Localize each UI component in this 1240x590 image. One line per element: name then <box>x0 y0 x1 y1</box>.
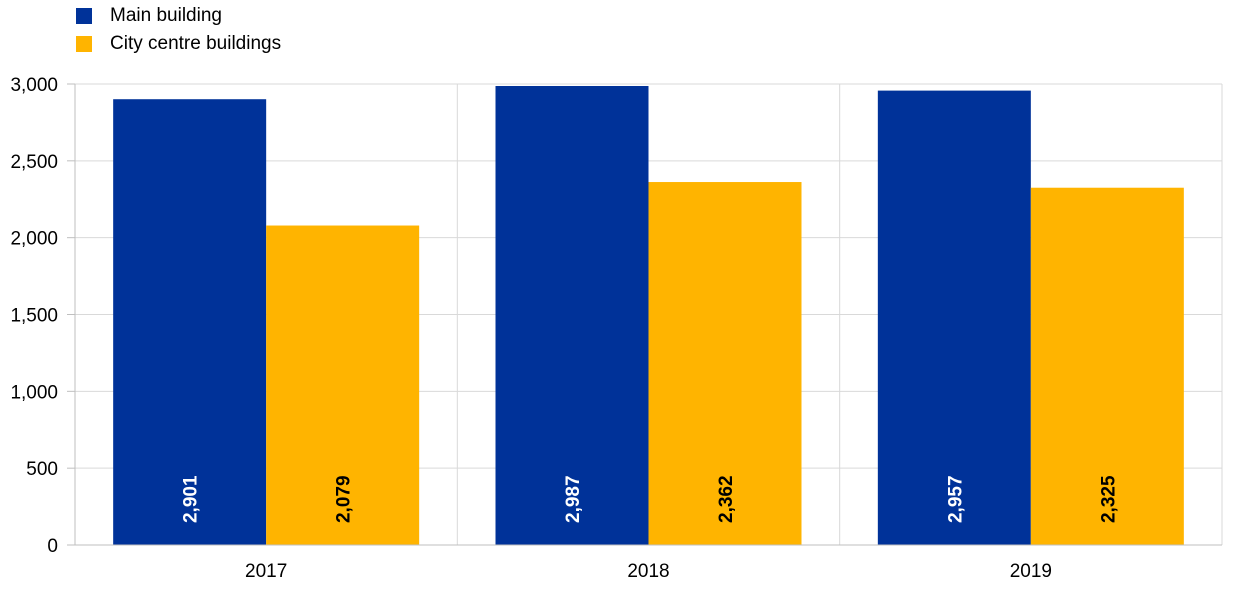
bar-city-centre-buildings <box>648 182 802 545</box>
legend-item-city-centre-buildings: City centre buildings <box>76 30 281 58</box>
data-label: 2,901 <box>181 475 202 523</box>
legend-item-main-building: Main building <box>76 2 281 30</box>
y-tick-label: 2,000 <box>10 229 58 250</box>
legend-swatch-main-building <box>76 8 92 24</box>
y-tick-label: 1,500 <box>10 306 58 327</box>
bar-city-centre-buildings <box>1030 187 1184 545</box>
legend-label-city-centre-buildings: City centre buildings <box>110 33 282 54</box>
bar-main-building <box>877 90 1031 545</box>
data-label: 2,079 <box>334 475 355 523</box>
x-tick-label: 2017 <box>245 561 287 582</box>
bar-main-building <box>113 99 267 545</box>
bar-city-centre-buildings <box>266 225 420 546</box>
y-tick-label: 0 <box>47 536 58 557</box>
y-tick-label: 3,000 <box>10 75 58 96</box>
y-tick-label: 500 <box>26 459 58 480</box>
data-label: 2,362 <box>716 475 737 523</box>
data-label: 2,957 <box>945 475 966 523</box>
bar-main-building <box>495 85 649 545</box>
x-tick-label: 2019 <box>1010 561 1052 582</box>
x-tick-label: 2018 <box>627 561 669 582</box>
data-label: 2,325 <box>1098 475 1119 523</box>
y-tick-label: 2,500 <box>10 152 58 173</box>
y-tick-label: 1,000 <box>10 382 58 403</box>
data-label: 2,987 <box>563 475 584 523</box>
legend-swatch-city-centre-buildings <box>76 36 92 52</box>
chart-legend: Main building City centre buildings <box>76 2 281 58</box>
legend-label-main-building: Main building <box>110 5 222 26</box>
